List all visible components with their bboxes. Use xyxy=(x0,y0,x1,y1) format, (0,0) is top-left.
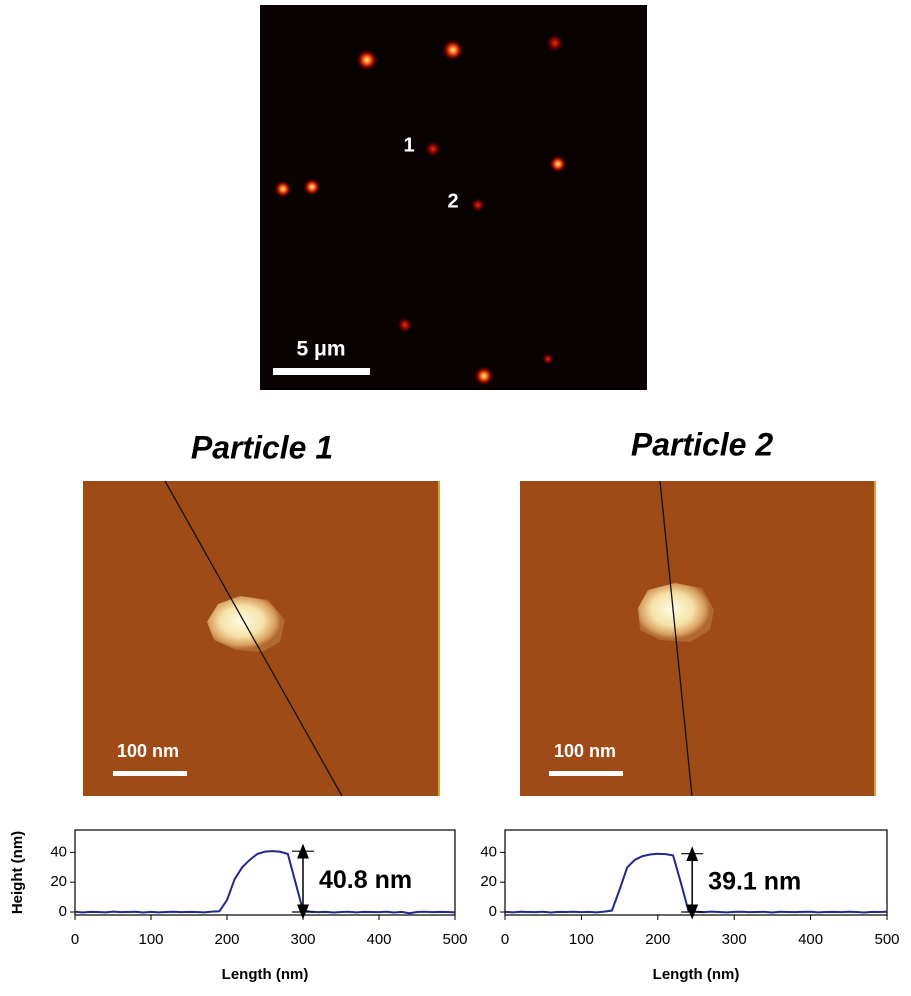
scale-bar xyxy=(273,368,370,375)
x-tick-label: 400 xyxy=(798,931,823,948)
afm-image: Particle 2 100 nm xyxy=(520,426,876,796)
x-tick-label: 400 xyxy=(366,931,391,948)
annotation: 40.8 nm xyxy=(319,866,412,894)
x-tick-label: 500 xyxy=(874,931,899,948)
y-tick-label: 0 xyxy=(59,903,67,920)
scale-bar-label: 5 μm xyxy=(296,338,345,361)
plot-frame xyxy=(505,830,887,915)
particle-label: 1 xyxy=(403,134,414,156)
x-tick-label: 300 xyxy=(722,931,747,948)
scale-bar-label: 100 nm xyxy=(117,741,179,761)
x-tick-label: 100 xyxy=(569,931,594,948)
y-tick-label: 20 xyxy=(50,873,67,890)
fluorescence-image: 1 2 5 μm xyxy=(260,5,647,390)
annotation: 39.1 nm xyxy=(708,867,801,895)
y-axis-label: Height (nm) xyxy=(9,831,26,914)
data-line xyxy=(505,854,887,913)
x-tick-label: 0 xyxy=(71,931,79,948)
line-chart: 0 100 200 300 400 500 0 20 40 Length (nm) 39.1 nm xyxy=(480,830,899,983)
x-tick-label: 0 xyxy=(501,931,509,948)
scale-bar xyxy=(549,771,623,776)
figure: 1 2 5 μm Particle 1 100 nm Particle 2 10… xyxy=(0,0,911,996)
y-tick-label: 20 xyxy=(480,873,497,890)
x-tick-label: 500 xyxy=(442,931,467,948)
scale-bar xyxy=(113,771,187,776)
afm-image: Particle 1 100 nm xyxy=(83,429,440,796)
x-tick-label: 300 xyxy=(290,931,315,948)
x-tick-label: 200 xyxy=(645,931,670,948)
x-tick-label: 100 xyxy=(138,931,163,948)
y-tick-label: 0 xyxy=(489,903,497,920)
x-axis-label: Length (nm) xyxy=(653,966,740,983)
x-axis-label: Length (nm) xyxy=(222,966,309,983)
x-tick-label: 200 xyxy=(214,931,239,948)
y-tick-label: 40 xyxy=(480,843,497,860)
line-chart: 0 100 200 300 400 500 0 20 40 Length (nm) Height (… xyxy=(9,830,468,983)
page: 1 2 5 μm Particle 1 100 nm Particle 2 10… xyxy=(0,0,911,996)
y-tick-label: 40 xyxy=(50,843,67,860)
panel-title: Particle 1 xyxy=(191,429,333,465)
particle-label: 2 xyxy=(447,190,458,212)
scale-bar-label: 100 nm xyxy=(554,741,616,761)
panel-title: Particle 2 xyxy=(631,426,774,462)
